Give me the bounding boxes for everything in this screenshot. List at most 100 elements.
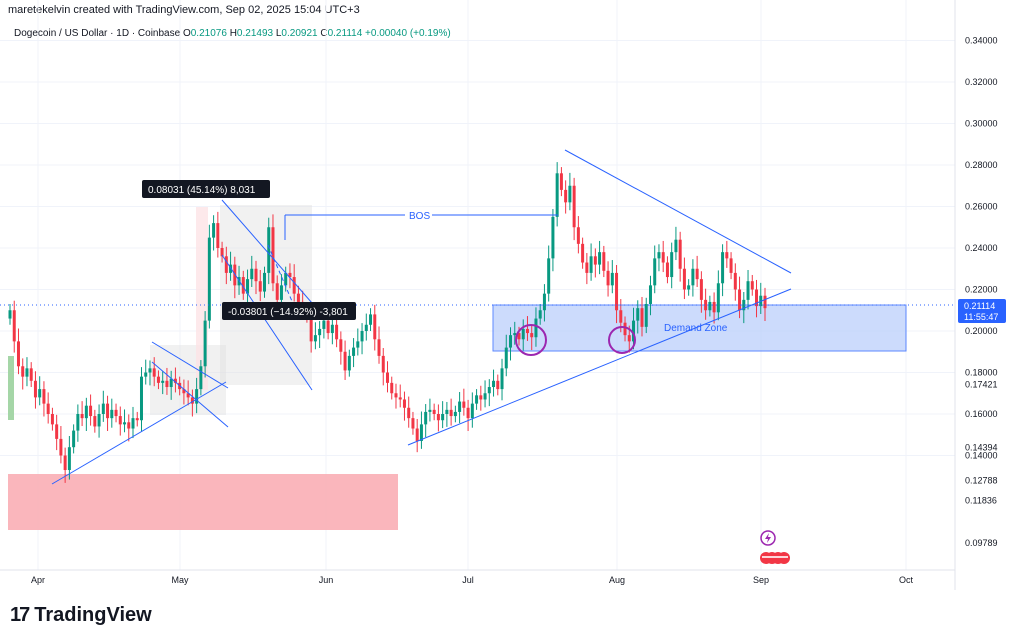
candle-body (721, 252, 725, 284)
candle-body (632, 320, 636, 342)
candle-body (691, 268, 695, 286)
time-tick-label: May (171, 575, 189, 585)
lightning-icon[interactable] (760, 530, 776, 546)
candle-body (466, 407, 470, 419)
price-tick-label: 0.14000 (965, 451, 998, 461)
candle-body (199, 366, 203, 390)
time-axis[interactable]: Apr May Jun Jul Aug Sep Oct (31, 575, 914, 585)
candle-body (445, 409, 449, 414)
price-axis[interactable]: 0.34000 0.32000 0.30000 0.28000 0.26000 0.240… (965, 36, 998, 548)
countdown-label: 11:55:47 (964, 312, 998, 322)
candle-body (360, 331, 364, 342)
candle-body (313, 335, 317, 342)
candle-body (258, 281, 262, 292)
candle-body (704, 299, 708, 311)
candle-body (682, 268, 686, 290)
candle-body (716, 283, 720, 313)
low-value: 0.20921 (281, 28, 318, 39)
candle-body (186, 393, 190, 398)
candle-body (500, 368, 504, 390)
candle-body (424, 411, 428, 425)
demand-touch-circle-2 (608, 326, 636, 354)
candle-body (38, 389, 42, 398)
measure-up-label: 0.08031 (45.14%) 8,031 (148, 185, 256, 196)
candle-body (509, 335, 513, 348)
candle-body (207, 237, 211, 321)
candle-body (627, 335, 631, 342)
tradingview-logo-icon: 17 (10, 604, 30, 626)
price-tick-label: 0.20000 (965, 326, 998, 336)
candle-body (436, 414, 440, 421)
candle-body (479, 395, 483, 400)
candle-body (555, 173, 559, 217)
candle-body (432, 409, 436, 414)
candle-body (538, 310, 542, 319)
candle-body (347, 355, 351, 371)
symbol-info: Dogecoin / US Dollar · 1D · Coinbase O0.… (14, 28, 451, 39)
candle-body (195, 389, 199, 404)
candle-body (373, 314, 377, 340)
symbol-name[interactable]: Dogecoin / US Dollar · 1D · Coinbase (14, 28, 181, 39)
red-supply-zone (8, 474, 398, 530)
close-value: 0.21114 (327, 28, 363, 39)
candle-body (288, 272, 292, 278)
price-tick-label: 0.34000 (965, 36, 998, 46)
price-tick-label: 0.30000 (965, 119, 998, 129)
candle-body (156, 376, 160, 383)
candle-body (12, 310, 16, 342)
candle-body (602, 252, 606, 271)
candle-body (576, 227, 580, 244)
candle-body (551, 216, 555, 259)
candle-body (598, 252, 602, 265)
candle-body (687, 285, 691, 290)
candle-body (699, 279, 703, 300)
candle-body (661, 252, 665, 263)
us-events-icon[interactable] (760, 552, 790, 564)
candle-body (441, 414, 445, 421)
current-price-badge (958, 299, 1006, 323)
price-chart[interactable]: BOS Demand Zone 0.34000 0.32000 0.30000 0.2… (0, 0, 1024, 600)
candle-body (241, 277, 245, 294)
candle-body (275, 283, 279, 300)
tradingview-brand[interactable]: 17 TradingView (10, 604, 152, 627)
falling-channel-shade (220, 205, 312, 385)
candle-body (678, 239, 682, 269)
candle-body (229, 264, 233, 273)
candle-body (653, 258, 657, 286)
candle-body (581, 243, 585, 263)
green-volume-marker (8, 356, 14, 420)
candle-body (364, 324, 368, 331)
candle-body (415, 428, 419, 441)
candle-body (534, 318, 538, 338)
candle-body (279, 285, 283, 300)
measure-up-badge (142, 180, 270, 198)
candle-body (496, 380, 500, 390)
candle-body (640, 308, 644, 327)
candle-body (530, 333, 534, 338)
candle-body (593, 256, 597, 265)
measure-down-badge (222, 302, 356, 320)
price-tick-label: 0.24000 (965, 243, 998, 253)
candle-body (322, 320, 326, 329)
candle-body (16, 341, 20, 367)
demand-zone-box (492, 304, 907, 352)
price-tick-label: 0.18000 (965, 368, 998, 378)
candle-body (335, 324, 339, 340)
candle-body (144, 372, 148, 377)
candle-body (262, 272, 266, 292)
candle-body (636, 308, 640, 321)
candle-body (492, 380, 496, 388)
close-label: C (320, 28, 328, 39)
candle-body (381, 355, 385, 373)
candle-body (377, 339, 381, 356)
demand-touch-circle-1 (515, 324, 547, 356)
chart-credit: maretekelvin created with TradingView.co… (8, 4, 360, 16)
candle-body (487, 387, 491, 394)
channel-top-line (221, 199, 313, 304)
candle-body (339, 339, 343, 352)
candle-body (411, 418, 415, 429)
high-value: 0.21493 (236, 28, 274, 39)
time-tick-label: Apr (31, 575, 45, 585)
candle-body (585, 262, 589, 273)
candle-body (42, 389, 46, 404)
